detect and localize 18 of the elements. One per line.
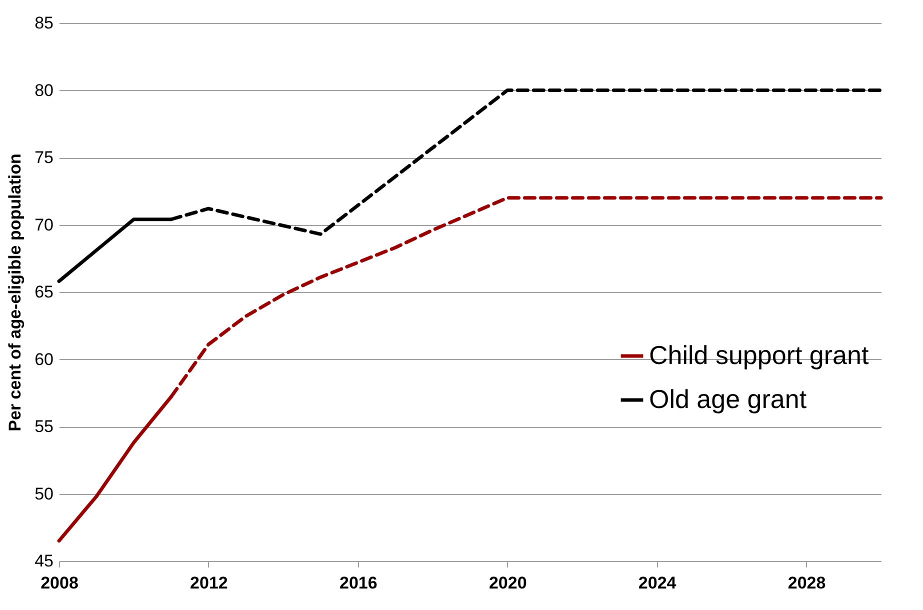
x-tick-label: 2016 [339,574,378,592]
y-tick-label: 50 [34,484,54,504]
x-tick-label: 2008 [40,574,78,592]
y-tick-label: 55 [34,417,54,436]
y-tick-label: 60 [34,350,54,369]
y-tick-label: 80 [34,80,54,100]
x-tick-label: 2028 [788,574,826,592]
x-tick-label: 2024 [638,574,677,592]
y-tick-label: 70 [34,215,54,234]
y-tick-label: 65 [34,282,54,302]
x-tick-label: 2020 [488,574,527,592]
y-tick-label: 85 [34,14,54,32]
legend-label: Child support grant [649,340,870,370]
y-axis-title: Per cent of age-eligible population [6,154,25,432]
legend-label: Old age grant [649,384,808,414]
y-tick-label: 45 [34,552,54,570]
x-tick-label: 2012 [190,574,228,592]
y-tick-label: 75 [34,148,54,167]
